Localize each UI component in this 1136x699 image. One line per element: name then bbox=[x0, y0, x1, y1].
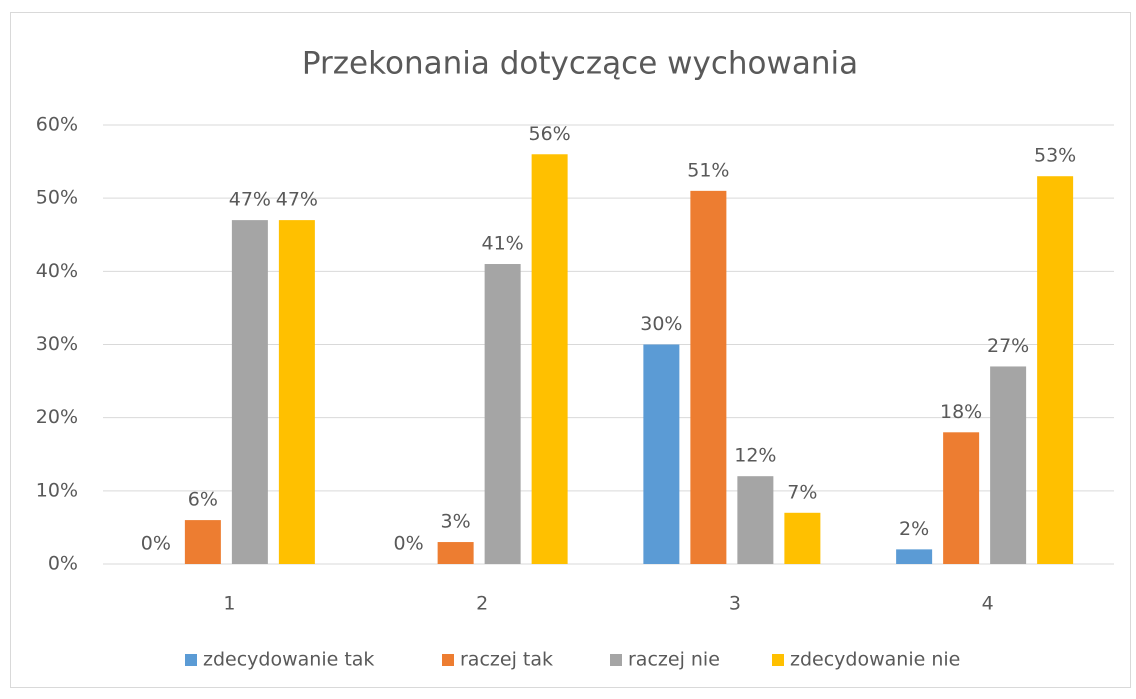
bar bbox=[690, 190, 727, 564]
value-label: 7% bbox=[787, 481, 817, 503]
bar bbox=[990, 366, 1027, 564]
value-label: 47% bbox=[276, 189, 318, 211]
bar bbox=[531, 154, 568, 564]
value-label: 53% bbox=[1034, 145, 1076, 167]
x-tick-label: 4 bbox=[982, 593, 994, 615]
legend-label: raczej tak bbox=[460, 649, 553, 671]
value-label: 12% bbox=[734, 445, 776, 467]
value-label: 18% bbox=[940, 401, 982, 423]
chart-border bbox=[10, 12, 1131, 688]
y-tick-label: 40% bbox=[36, 260, 78, 282]
value-label: 0% bbox=[141, 533, 171, 555]
value-label: 3% bbox=[441, 511, 471, 533]
value-label: 41% bbox=[482, 233, 524, 255]
legend-label: zdecydowanie tak bbox=[203, 649, 374, 671]
bar bbox=[943, 432, 980, 564]
bar bbox=[784, 512, 821, 564]
bar bbox=[437, 542, 474, 564]
legend-swatch bbox=[772, 654, 784, 666]
value-label: 6% bbox=[188, 489, 218, 511]
value-label: 2% bbox=[899, 518, 929, 540]
value-label: 56% bbox=[529, 123, 571, 145]
legend-swatch bbox=[610, 654, 622, 666]
value-label: 30% bbox=[640, 313, 682, 335]
bar bbox=[278, 220, 315, 564]
bar bbox=[643, 344, 680, 564]
legend-label: zdecydowanie nie bbox=[790, 649, 960, 671]
y-tick-label: 20% bbox=[36, 406, 78, 428]
bar bbox=[184, 520, 221, 564]
value-label: 47% bbox=[229, 189, 271, 211]
y-tick-label: 30% bbox=[36, 333, 78, 355]
bar bbox=[896, 549, 933, 564]
value-label: 0% bbox=[394, 533, 424, 555]
x-tick-label: 2 bbox=[476, 593, 488, 615]
x-tick-label: 1 bbox=[223, 593, 235, 615]
y-tick-label: 10% bbox=[36, 479, 78, 501]
bar bbox=[1037, 176, 1074, 564]
legend-swatch bbox=[442, 654, 454, 666]
legend-swatch bbox=[185, 654, 197, 666]
y-tick-label: 60% bbox=[36, 114, 78, 136]
y-tick-label: 0% bbox=[48, 553, 78, 575]
legend-label: raczej nie bbox=[628, 649, 720, 671]
bar bbox=[737, 476, 774, 564]
bar bbox=[231, 220, 268, 564]
bar bbox=[484, 264, 521, 564]
x-tick-label: 3 bbox=[729, 593, 741, 615]
value-label: 27% bbox=[987, 335, 1029, 357]
y-tick-label: 50% bbox=[36, 187, 78, 209]
chart-title: Przekonania dotyczące wychowania bbox=[302, 46, 858, 82]
value-label: 51% bbox=[687, 159, 729, 181]
